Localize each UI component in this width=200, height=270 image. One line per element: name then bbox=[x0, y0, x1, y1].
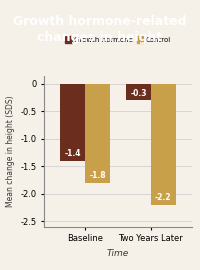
Text: -1.8: -1.8 bbox=[89, 171, 106, 180]
Text: Growth hormone-related
changes in height: Growth hormone-related changes in height bbox=[13, 15, 187, 44]
Text: -1.4: -1.4 bbox=[65, 149, 81, 158]
Text: ENDOCRINE TODAY: ENDOCRINE TODAY bbox=[55, 257, 145, 266]
Y-axis label: Mean change in height (SDS): Mean change in height (SDS) bbox=[6, 95, 15, 207]
Text: -2.2: -2.2 bbox=[155, 193, 171, 202]
Bar bbox=[151, 84, 176, 205]
Legend: Growth hormone, Control: Growth hormone, Control bbox=[62, 34, 174, 46]
X-axis label: Time: Time bbox=[107, 249, 129, 258]
Text: -0.3: -0.3 bbox=[130, 89, 147, 97]
Bar bbox=[126, 84, 151, 100]
Bar bbox=[85, 84, 110, 183]
Bar bbox=[60, 84, 85, 161]
